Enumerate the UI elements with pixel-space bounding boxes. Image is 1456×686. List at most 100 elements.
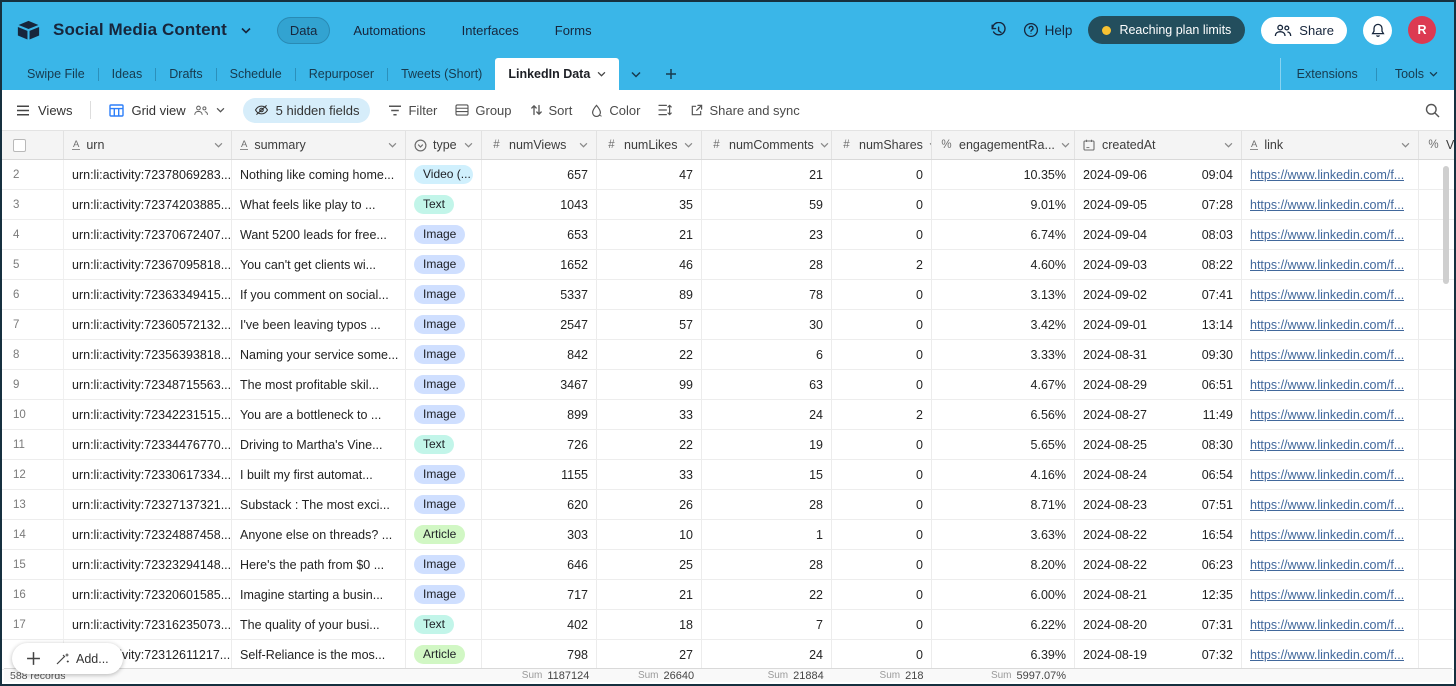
cell-numlikes[interactable]: 21: [597, 580, 702, 609]
header-numviews[interactable]: # numViews: [482, 131, 597, 159]
cell-urn[interactable]: urn:li:activity:72327137321...: [64, 490, 232, 519]
cell-type[interactable]: Image: [406, 400, 482, 429]
plan-limits-banner[interactable]: Reaching plan limits: [1088, 16, 1246, 44]
cell-urn[interactable]: urn:li:activity:72334476770...: [64, 430, 232, 459]
cell-created-at[interactable]: 2024-08-23 07:51: [1075, 490, 1242, 519]
cell-type[interactable]: Image: [406, 220, 482, 249]
cell-type[interactable]: Video (...: [406, 160, 482, 189]
cell-numlikes[interactable]: 99: [597, 370, 702, 399]
cell-virality[interactable]: [1419, 370, 1454, 399]
cell-summary[interactable]: I've been leaving typos ...: [232, 310, 406, 339]
table-row[interactable]: 3 urn:li:activity:72374203885... What fe…: [2, 190, 1454, 220]
cell-engagement-rate[interactable]: 8.71%: [932, 490, 1075, 519]
cell-numcomments[interactable]: 28: [702, 250, 832, 279]
table-row[interactable]: 12 urn:li:activity:72330617334... I buil…: [2, 460, 1454, 490]
cell-virality[interactable]: [1419, 280, 1454, 309]
cell-numshares[interactable]: 0: [832, 550, 932, 579]
color-button[interactable]: Color: [590, 103, 640, 118]
cell-numshares[interactable]: 0: [832, 340, 932, 369]
cell-created-at[interactable]: 2024-09-03 08:22: [1075, 250, 1242, 279]
tab-list-chevron[interactable]: [619, 58, 653, 90]
cell-numlikes[interactable]: 47: [597, 160, 702, 189]
grid-view-switcher[interactable]: Grid view: [109, 103, 225, 118]
cell-engagement-rate[interactable]: 4.60%: [932, 250, 1075, 279]
cell-created-at[interactable]: 2024-08-29 06:51: [1075, 370, 1242, 399]
cell-numshares[interactable]: 0: [832, 640, 932, 669]
views-button[interactable]: Views: [16, 103, 72, 118]
cell-numcomments[interactable]: 6: [702, 340, 832, 369]
cell-numcomments[interactable]: 7: [702, 610, 832, 639]
cell-virality[interactable]: [1419, 580, 1454, 609]
cell-summary[interactable]: The quality of your busi...: [232, 610, 406, 639]
cell-summary[interactable]: If you comment on social...: [232, 280, 406, 309]
filter-button[interactable]: Filter: [388, 103, 437, 118]
header-link[interactable]: A link: [1242, 131, 1419, 159]
cell-numviews[interactable]: 717: [482, 580, 597, 609]
row-number[interactable]: 3: [2, 190, 64, 219]
cell-numcomments[interactable]: 1: [702, 520, 832, 549]
cell-virality[interactable]: [1419, 430, 1454, 459]
cell-numlikes[interactable]: 89: [597, 280, 702, 309]
row-number[interactable]: 4: [2, 220, 64, 249]
tab-linkedin-data-active[interactable]: LinkedIn Data: [495, 58, 620, 90]
cell-numshares[interactable]: 0: [832, 310, 932, 339]
tab-swipe-file[interactable]: Swipe File: [27, 67, 85, 81]
cell-link[interactable]: https://www.linkedin.com/f...: [1242, 460, 1419, 489]
cell-virality[interactable]: [1419, 460, 1454, 489]
cell-numviews[interactable]: 1652: [482, 250, 597, 279]
cell-numshares[interactable]: 0: [832, 370, 932, 399]
cell-numcomments[interactable]: 22: [702, 580, 832, 609]
cell-numshares[interactable]: 0: [832, 280, 932, 309]
cell-created-at[interactable]: 2024-09-04 08:03: [1075, 220, 1242, 249]
cell-engagement-rate[interactable]: 10.35%: [932, 160, 1075, 189]
cell-numlikes[interactable]: 57: [597, 310, 702, 339]
sort-button[interactable]: Sort: [530, 103, 572, 118]
cell-link[interactable]: https://www.linkedin.com/f...: [1242, 220, 1419, 249]
cell-numcomments[interactable]: 63: [702, 370, 832, 399]
cell-numlikes[interactable]: 27: [597, 640, 702, 669]
cell-numviews[interactable]: 303: [482, 520, 597, 549]
cell-virality[interactable]: [1419, 610, 1454, 639]
add-record-button[interactable]: [26, 651, 41, 666]
cell-urn[interactable]: urn:li:activity:72323294148...: [64, 550, 232, 579]
cell-numlikes[interactable]: 22: [597, 340, 702, 369]
cell-engagement-rate[interactable]: 3.33%: [932, 340, 1075, 369]
cell-link[interactable]: https://www.linkedin.com/f...: [1242, 400, 1419, 429]
row-number[interactable]: 2: [2, 160, 64, 189]
row-number[interactable]: 6: [2, 280, 64, 309]
link-text[interactable]: https://www.linkedin.com/f...: [1250, 347, 1405, 362]
row-height-button[interactable]: [658, 104, 673, 116]
chevron-down-icon[interactable]: [579, 142, 588, 148]
cell-urn[interactable]: urn:li:activity:72348715563...: [64, 370, 232, 399]
chevron-down-icon[interactable]: [388, 142, 397, 148]
cell-link[interactable]: https://www.linkedin.com/f...: [1242, 520, 1419, 549]
row-number[interactable]: 10: [2, 400, 64, 429]
header-numshares[interactable]: # numShares: [832, 131, 932, 159]
cell-numshares[interactable]: 0: [832, 430, 932, 459]
chevron-down-icon[interactable]: [1401, 142, 1410, 148]
cell-urn[interactable]: urn:li:activity:72356393818...: [64, 340, 232, 369]
cell-summary[interactable]: Want 5200 leads for free...: [232, 220, 406, 249]
cell-numcomments[interactable]: 78: [702, 280, 832, 309]
cell-link[interactable]: https://www.linkedin.com/f...: [1242, 430, 1419, 459]
cell-engagement-rate[interactable]: 6.22%: [932, 610, 1075, 639]
cell-numviews[interactable]: 3467: [482, 370, 597, 399]
cell-numviews[interactable]: 726: [482, 430, 597, 459]
cell-summary[interactable]: Driving to Martha's Vine...: [232, 430, 406, 459]
header-numcomments[interactable]: # numComments: [702, 131, 832, 159]
link-text[interactable]: https://www.linkedin.com/f...: [1250, 557, 1405, 572]
cell-link[interactable]: https://www.linkedin.com/f...: [1242, 310, 1419, 339]
cell-numcomments[interactable]: 23: [702, 220, 832, 249]
row-number[interactable]: 7: [2, 310, 64, 339]
cell-urn[interactable]: urn:li:activity:72370672407...: [64, 220, 232, 249]
header-virality[interactable]: % Vie: [1419, 131, 1454, 159]
link-text[interactable]: https://www.linkedin.com/f...: [1250, 617, 1405, 632]
cell-urn[interactable]: urn:li:activity:72330617334...: [64, 460, 232, 489]
cell-link[interactable]: https://www.linkedin.com/f...: [1242, 490, 1419, 519]
cell-urn[interactable]: urn:li:activity:72342231515...: [64, 400, 232, 429]
cell-numshares[interactable]: 0: [832, 220, 932, 249]
row-number[interactable]: 16: [2, 580, 64, 609]
nav-item-interfaces[interactable]: Interfaces: [461, 22, 519, 38]
cell-engagement-rate[interactable]: 9.01%: [932, 190, 1075, 219]
cell-virality[interactable]: [1419, 400, 1454, 429]
